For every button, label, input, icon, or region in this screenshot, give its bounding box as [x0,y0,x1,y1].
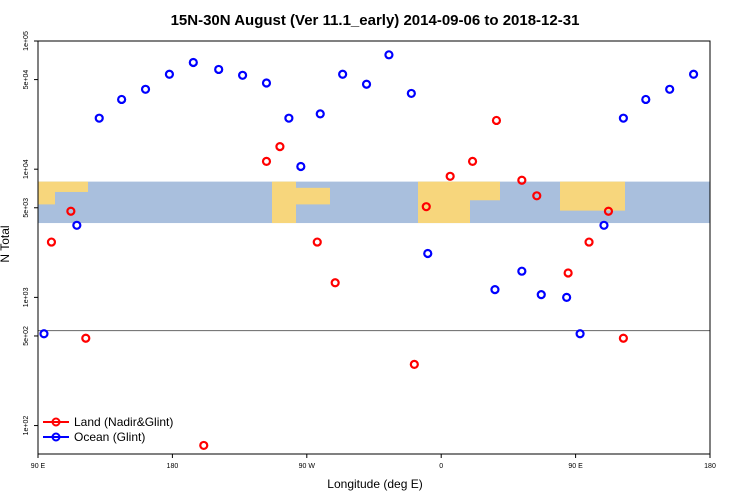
ocean-point [688,69,699,79]
y-tick-label: 1e+05 [23,31,30,51]
legend-label-ocean: Ocean (Glint) [74,430,145,444]
ocean-point [72,220,82,230]
legend-marker-land [51,417,61,427]
plot-frame [37,40,711,455]
ocean-point [117,94,127,105]
y-tick-label: 5e+04 [23,70,30,90]
land-point [330,278,340,288]
legend-label-land: Land (Nadir&Glint) [74,415,173,429]
land-arabia [470,181,500,201]
x-tick-label: 180 [167,463,179,470]
x-tick-label: 90 W [299,463,316,470]
land-mexico [272,181,296,224]
land-point [584,237,594,247]
land-point [199,440,209,451]
ocean-point [665,84,675,94]
ocean-point [237,70,248,80]
ocean-point [599,220,609,230]
land-point [618,333,628,343]
y-tick-label: 5e+02 [23,326,30,346]
land-asia-left [38,181,55,205]
legend-entry-ocean: Ocean (Glint) [43,430,145,444]
ocean-point [338,69,348,79]
land-point [81,333,91,343]
land-india-se-asia [560,181,625,211]
land-point [467,156,478,167]
ocean-point [618,113,628,123]
land-point [491,115,502,126]
land-point [532,191,542,201]
ocean-point [214,64,224,75]
chart-title: 15N-30N August (Ver 11.1_early) 2014-09-… [171,12,580,29]
land-asia-right [55,181,88,192]
ocean-point [315,109,325,119]
y-tick-label: 5e+03 [23,198,30,218]
ocean-point [575,329,585,339]
x-tick-label: 90 E [31,463,46,470]
ocean-point [562,292,572,302]
legend: Land (Nadir&Glint) Ocean (Glint) [43,415,173,444]
ocean-point [361,79,372,89]
ocean-point [284,113,294,123]
ocean-point [296,161,306,172]
land-point [261,156,272,167]
ocean-point [406,88,416,99]
x-axis-label: Longitude (deg E) [327,477,422,491]
x-tick-label: 0 [439,463,443,470]
data-points [39,50,699,451]
ocean-point [641,94,651,105]
land-point [563,268,573,278]
ocean-point [94,113,104,123]
ocean-point [261,78,272,88]
ocean-point [490,284,500,295]
y-axis: 1e+02 5e+02 1e+03 5e+03 1e+04 5e+04 1e+05 [23,31,38,435]
land-point [46,237,57,247]
y-axis-label: N Total [0,225,12,262]
legend-marker-ocean [51,432,61,442]
legend-entry-land: Land (Nadir&Glint) [43,415,173,429]
y-tick-label: 1e+03 [23,287,30,307]
x-tick-label: 180 [704,463,716,470]
x-tick-label: 90 E [568,463,583,470]
x-axis: 90 E 180 90 W 0 90 E 180 [31,454,716,470]
ocean-point [517,266,527,276]
land-point [445,171,455,181]
ocean-point [423,248,433,259]
land-point [421,202,431,212]
land-point [66,206,76,216]
ocean-point [384,50,394,60]
ocean-point [140,84,151,94]
ocean-point [536,290,546,300]
ocean-point [188,57,198,68]
ocean-point [39,329,49,339]
land-point [517,175,527,185]
plot-area [37,40,711,455]
y-tick-label: 1e+04 [23,159,30,179]
land-point [312,237,322,247]
land-point [409,359,419,370]
land-point [275,142,285,152]
land-caribbean [296,187,330,205]
ocean-point [164,69,175,79]
map-band [38,181,710,224]
y-tick-label: 1e+02 [23,416,30,436]
land-point [603,206,614,216]
